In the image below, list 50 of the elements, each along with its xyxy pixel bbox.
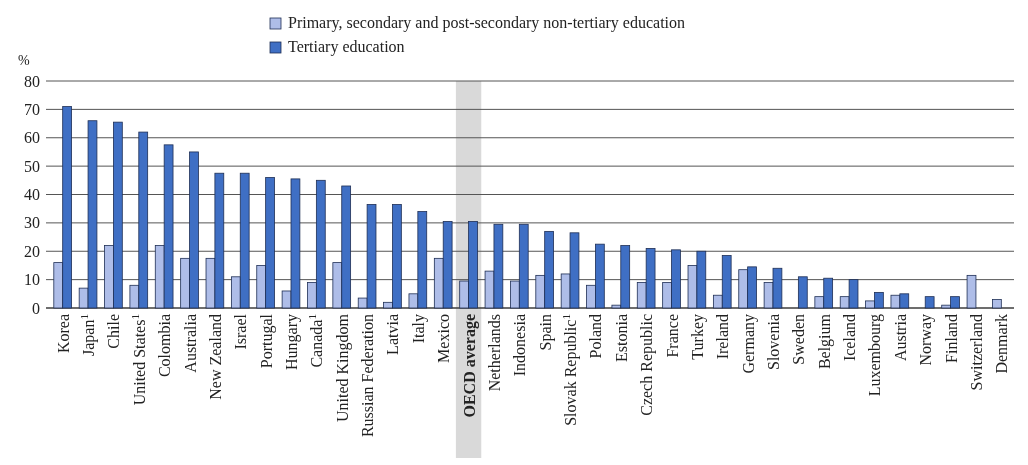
y-tick-label: 40 [24, 186, 40, 204]
x-tick-label: Poland [587, 314, 605, 359]
y-tick-label: 70 [24, 100, 40, 118]
x-tick-label: France [663, 314, 681, 358]
x-tick-label: Ireland [714, 314, 732, 360]
x-tick-label: New Zealand [206, 314, 224, 400]
y-axis-title: % [18, 53, 30, 68]
x-tick-label: Portugal [257, 313, 276, 369]
x-tick-label: Sweden [790, 314, 808, 365]
x-tick-label: Finland [942, 314, 960, 363]
x-tick-label: Indonesia [511, 314, 529, 377]
x-tick-label: Spain [536, 314, 555, 351]
y-tick-label: 60 [24, 129, 40, 147]
x-tick-label: Iceland [841, 314, 859, 362]
legend-label: Primary, secondary and post-secondary non-tertiary education [288, 14, 686, 32]
y-tick-label: 0 [32, 299, 40, 317]
x-tick-label: Denmark [993, 314, 1011, 374]
bar [966, 274, 977, 309]
x-tick-label: Latvia [384, 314, 402, 355]
bar [992, 299, 1002, 309]
x-tick-label: Italy [409, 314, 428, 344]
y-tick-label: 20 [24, 242, 40, 260]
bar [797, 276, 808, 309]
y-tick-label: 30 [24, 214, 40, 232]
x-tick-label: Slovenia [765, 314, 782, 370]
y-tick-label: 50 [24, 157, 40, 175]
x-tick-label: Mexico [435, 314, 453, 363]
x-tick-label: Estonia [612, 314, 630, 362]
x-tick-label: Norway [917, 314, 936, 366]
y-tick-label: 80 [24, 72, 40, 90]
x-tick-label: United Kingdom [333, 313, 352, 422]
x-tick-label: Austria [891, 314, 909, 362]
x-tick-label: Colombia [156, 314, 174, 378]
x-tick-label: OECD average [460, 314, 479, 418]
x-tick-label: Hungary [283, 314, 301, 370]
x-tick-label: Switzerland [967, 314, 985, 391]
bar [924, 296, 935, 309]
y-tick-label: 10 [24, 271, 40, 289]
x-tick-label: Korea [54, 314, 72, 354]
x-tick-label: Russian Federation [359, 314, 377, 438]
legend-label: Tertiary education [288, 38, 405, 56]
x-tick-label: Australia [181, 314, 199, 373]
x-tick-label: Netherlands [485, 314, 503, 392]
x-tick-label: Turkey [688, 314, 707, 360]
x-tick-label: Chile [105, 314, 123, 349]
x-tick-label: Belgium [815, 313, 834, 370]
x-tick-label: Luxembourg [866, 314, 885, 397]
x-tick-label: Germany [739, 314, 758, 374]
x-tick-label: Czech Republic [638, 314, 657, 416]
x-tick-label: Israel [232, 313, 250, 350]
